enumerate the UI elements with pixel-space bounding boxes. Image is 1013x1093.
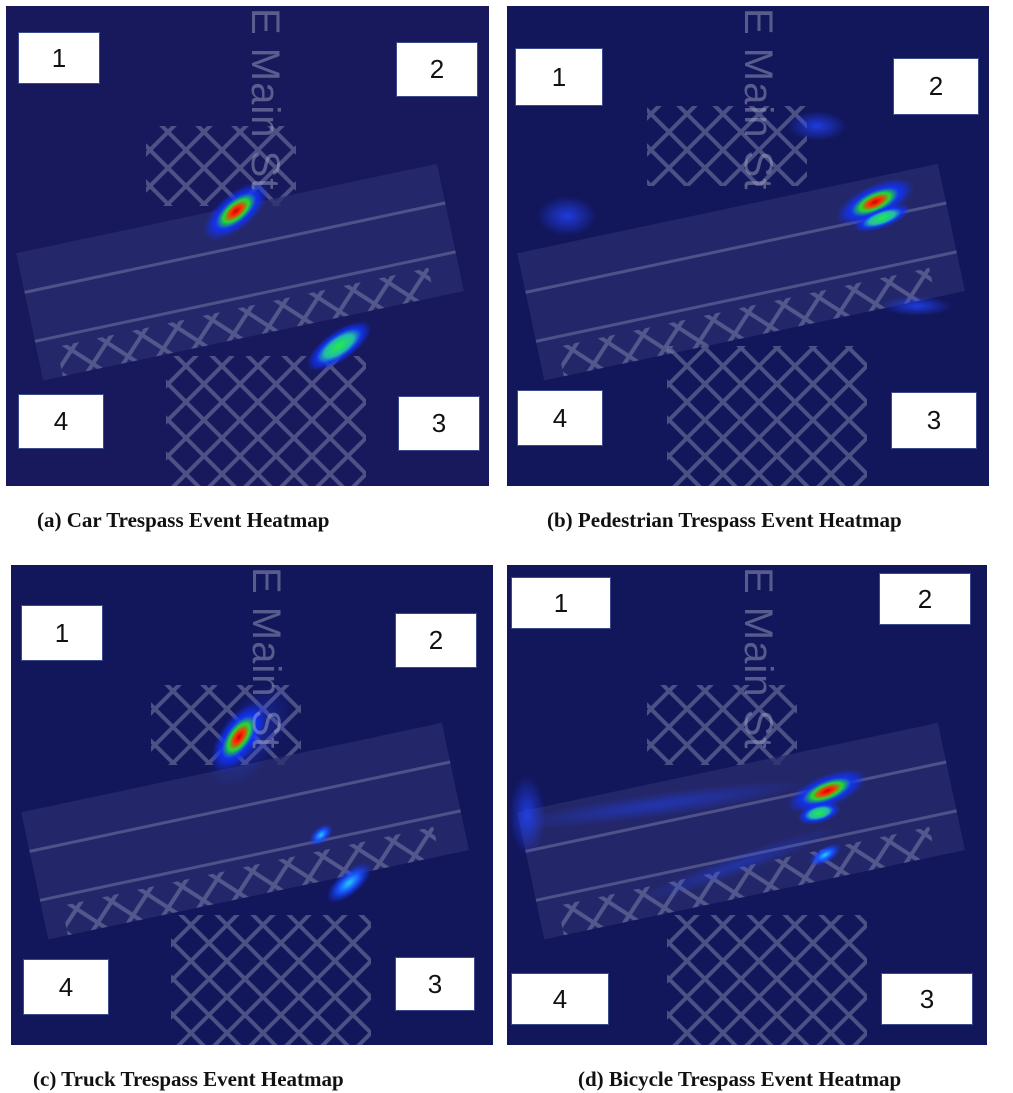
hotspot-bicycle-1 [787, 769, 867, 813]
zone-label-4: 4 [511, 973, 609, 1025]
heatmap-panel-pedestrian: E Main St 1 2 4 3 [507, 6, 989, 486]
zone-label-3: 3 [891, 392, 977, 449]
street-label: E Main St [244, 567, 288, 750]
zone-label-2: 2 [396, 42, 478, 97]
street-label: E Main St [736, 8, 780, 191]
hotspot-truck-2 [326, 862, 372, 904]
zone-label-1: 1 [511, 577, 611, 629]
heatmap-panel-car: E Main St 1 2 4 3 [6, 6, 489, 486]
caption-c: (c) Truck Trespass Event Heatmap [33, 1067, 344, 1091]
aerial-map-background [507, 565, 987, 1045]
street-label: E Main St [243, 8, 287, 191]
zone-label-4: 4 [23, 959, 109, 1015]
zone-label-3: 3 [881, 973, 973, 1025]
heatmap-panel-bicycle: E Main St 1 2 4 3 [507, 565, 987, 1045]
hotspot-pedestrian-1 [836, 178, 914, 226]
hotspot-car-1 [203, 181, 269, 241]
hotspot-truck-1 [211, 702, 267, 772]
zone-label-2: 2 [879, 573, 971, 625]
zone-label-3: 3 [398, 396, 480, 451]
heatmap-panel-truck: E Main St 1 2 4 3 [11, 565, 493, 1045]
zone-label-4: 4 [517, 390, 603, 446]
street-label: E Main St [736, 567, 780, 750]
caption-b: (b) Pedestrian Trespass Event Heatmap [547, 508, 902, 532]
zone-label-1: 1 [18, 32, 100, 84]
zone-label-3: 3 [395, 957, 475, 1011]
zone-label-1: 1 [515, 48, 603, 106]
zone-label-1: 1 [21, 605, 103, 661]
zone-label-4: 4 [18, 394, 104, 449]
caption-d: (d) Bicycle Trespass Event Heatmap [578, 1067, 902, 1091]
zone-label-2: 2 [893, 58, 979, 115]
caption-a: (a) Car Trespass Event Heatmap [37, 508, 330, 532]
hotspot-car-2 [306, 320, 372, 372]
zone-label-2: 2 [395, 613, 477, 668]
